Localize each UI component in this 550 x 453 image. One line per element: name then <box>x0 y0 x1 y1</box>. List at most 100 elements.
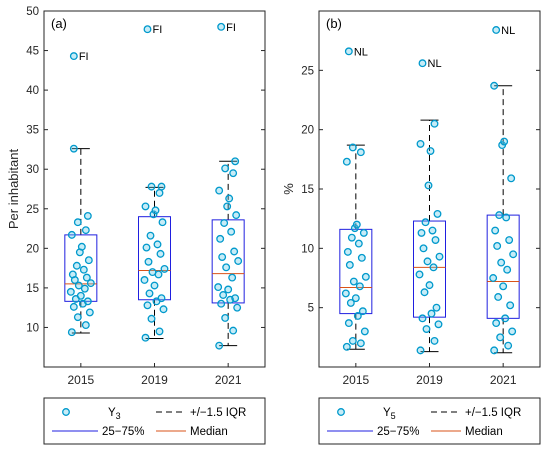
box-2019: 2019 FI <box>138 24 171 387</box>
outlier-label: FI <box>226 22 236 34</box>
data-point <box>434 320 443 329</box>
x-tick-label: 2015 <box>342 373 369 387</box>
data-point <box>499 282 508 291</box>
data-point <box>141 333 150 342</box>
y-tick-label: 40 <box>26 85 39 97</box>
data-point <box>420 288 429 297</box>
data-point <box>343 247 352 256</box>
outlier-label: NL <box>354 46 368 58</box>
data-point <box>69 52 78 61</box>
box-2015: 2015 FI <box>64 51 98 387</box>
data-point <box>76 291 85 300</box>
y-tick-label: 35 <box>26 125 39 137</box>
data-point <box>151 206 160 215</box>
data-point <box>142 243 151 252</box>
data-point <box>160 264 169 273</box>
data-point <box>344 319 353 328</box>
data-point <box>502 213 511 222</box>
y-tick-label: 15 <box>301 184 314 196</box>
data-point <box>86 279 95 288</box>
data-point <box>230 247 239 256</box>
data-point <box>219 291 228 299</box>
panel-label: (b) <box>326 16 342 31</box>
data-point <box>356 339 365 348</box>
data-point <box>349 277 358 286</box>
data-point <box>429 263 438 272</box>
data-point <box>507 174 516 183</box>
data-point <box>227 227 236 236</box>
data-point <box>348 143 357 152</box>
data-point <box>67 328 76 337</box>
data-point <box>68 270 77 279</box>
box-2015: 2015 NL <box>339 46 373 387</box>
data-point <box>218 253 227 261</box>
data-point <box>79 265 88 274</box>
y-tick-label: 25 <box>26 204 39 216</box>
data-point <box>84 256 93 265</box>
data-point <box>430 119 439 128</box>
data-point <box>492 26 501 34</box>
data-point <box>424 181 433 190</box>
legend-box-label: 25−75% <box>102 426 145 438</box>
data-point <box>150 281 159 290</box>
data-point <box>360 327 369 336</box>
legend-frame <box>318 397 541 445</box>
data-point <box>77 242 86 251</box>
data-point <box>504 341 513 350</box>
data-point <box>501 314 510 323</box>
data-point <box>351 294 360 303</box>
data-point <box>224 285 233 294</box>
data-point <box>357 253 366 262</box>
data-point <box>222 263 231 272</box>
outlier-label: NL <box>501 25 515 37</box>
y-tick-label: 30 <box>26 164 39 176</box>
data-point <box>66 287 75 296</box>
y-tick-label: 5 <box>308 303 314 315</box>
data-point <box>155 327 164 336</box>
data-point <box>81 321 90 330</box>
legend-points-marker <box>62 408 70 416</box>
data-point <box>147 314 156 323</box>
legend-points-label: Y5 <box>383 407 396 421</box>
data-point <box>157 182 166 191</box>
data-point <box>418 314 427 323</box>
data-point <box>491 226 500 235</box>
data-point <box>416 346 425 355</box>
data-point <box>506 301 515 310</box>
data-point <box>354 239 363 248</box>
data-point <box>427 309 436 318</box>
panel-b: 5 10 15 20 25% (b) 2015 NL 2019 NL 2021 NL <box>281 10 541 387</box>
data-point <box>146 231 155 240</box>
data-point <box>73 313 82 322</box>
data-point <box>232 211 241 220</box>
data-point <box>67 230 76 239</box>
data-point <box>215 341 224 350</box>
data-point <box>490 81 499 90</box>
data-point <box>145 289 154 298</box>
y-tick-label: 10 <box>301 243 314 255</box>
box-2021: 2021 FI <box>211 22 245 387</box>
outlier-label: FI <box>79 51 89 63</box>
data-point <box>500 137 509 146</box>
data-point <box>493 242 502 250</box>
y-tick-label: 45 <box>26 46 39 58</box>
y-axis-label: Per inhabitant <box>6 149 21 230</box>
data-point <box>147 182 156 191</box>
panel-a: 10 15 20 25 30 35 40 45 50 Per inhabitant (a) 2015 F… <box>6 6 266 387</box>
x-tick-label: 2019 <box>141 373 168 387</box>
data-point <box>81 226 90 235</box>
data-point <box>344 47 353 56</box>
data-point <box>358 307 367 316</box>
data-point <box>494 293 503 301</box>
data-point <box>418 59 427 68</box>
data-point <box>80 284 89 293</box>
data-point <box>157 294 166 303</box>
y-tick-label: 50 <box>26 6 39 18</box>
data-point <box>431 236 440 244</box>
data-point <box>220 219 229 227</box>
x-tick-label: 2015 <box>67 373 94 387</box>
box-2019: 2019 NL <box>413 58 446 387</box>
data-point <box>428 226 437 235</box>
data-point <box>415 270 424 279</box>
